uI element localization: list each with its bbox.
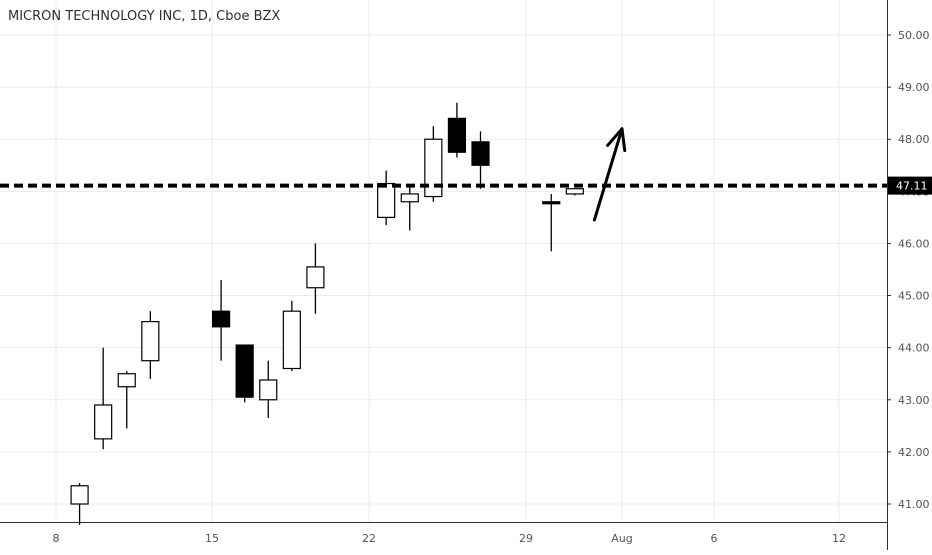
price-tick-label: 43.00 <box>898 394 930 407</box>
candle-body <box>235 344 254 398</box>
time-tick-label: 15 <box>205 532 219 545</box>
candle <box>377 170 396 226</box>
candle <box>141 311 160 379</box>
candle <box>235 344 254 403</box>
price-tick-label: 41.00 <box>898 498 930 511</box>
candle <box>424 126 443 202</box>
price-tick-label: 50.00 <box>898 29 930 42</box>
time-tick-label: 8 <box>53 532 60 545</box>
time-tick-label: 29 <box>519 532 533 545</box>
price-tick-label: 46.00 <box>898 237 930 250</box>
price-axis-bg <box>887 0 932 550</box>
price-tick-label: 42.00 <box>898 446 930 459</box>
candle <box>306 243 325 314</box>
candle-body <box>424 138 443 198</box>
candle <box>282 300 301 372</box>
arrow-shaft <box>592 127 624 222</box>
price-label-47-11: 47.11 <box>888 176 932 195</box>
candle <box>400 186 419 231</box>
chart-title: MICRON TECHNOLOGY INC, 1D, Cboe BZX <box>8 9 281 24</box>
candle <box>447 102 467 158</box>
candle <box>542 193 561 252</box>
arrow-head <box>606 127 627 153</box>
candle-body <box>447 117 467 153</box>
price-tick-label: 49.00 <box>898 81 930 94</box>
candle-body <box>141 321 160 362</box>
candle-body <box>542 201 561 205</box>
time-tick-label: Aug <box>611 532 632 545</box>
candle <box>94 347 113 450</box>
candle-body <box>565 188 584 195</box>
candle <box>117 371 136 429</box>
candle-body <box>306 266 325 289</box>
time-tick-label: 6 <box>711 532 718 545</box>
candle-body <box>211 310 231 328</box>
candle-body <box>282 310 301 370</box>
candle-body <box>377 182 396 218</box>
candle-body <box>400 193 419 203</box>
price-tick-label: 45.00 <box>898 290 930 303</box>
candle <box>259 360 278 419</box>
time-tick-label: 22 <box>362 532 376 545</box>
candle-body <box>94 404 113 440</box>
candle-body <box>259 379 278 401</box>
candle <box>565 188 584 196</box>
price-label-text: 47.11 <box>896 180 928 193</box>
candle-body <box>471 141 490 166</box>
price-tick-label: 48.00 <box>898 133 930 146</box>
candle-body <box>70 485 89 505</box>
candle <box>471 131 490 189</box>
candle <box>70 483 89 525</box>
time-tick-label: 12 <box>832 532 846 545</box>
price-tick-label: 44.00 <box>898 342 930 355</box>
candle <box>211 279 231 361</box>
candle-body <box>117 373 136 388</box>
price-label-bg <box>888 176 932 195</box>
